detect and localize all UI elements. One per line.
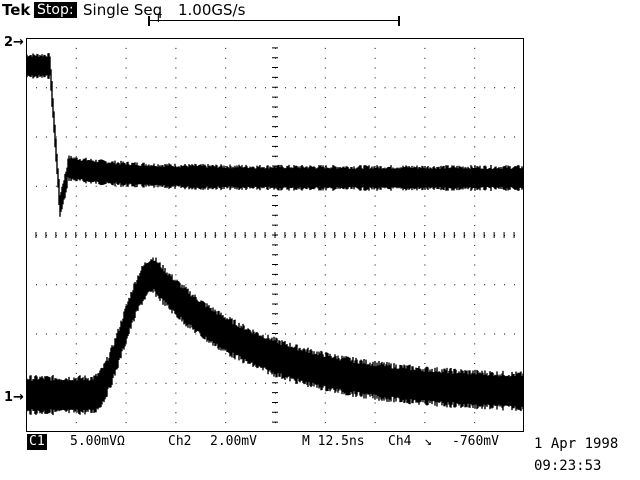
ch1-scale-badge: C1 — [27, 434, 47, 450]
trigger-slope-icon: ↘ — [424, 434, 432, 449]
ch2-waveform — [26, 53, 524, 217]
graticule — [26, 38, 524, 432]
capture-date: 1 Apr 1998 — [534, 436, 619, 452]
timebase-value: M 12.5ns — [302, 434, 365, 449]
capture-time: 09:23:53 — [534, 458, 602, 474]
acquisition-state-badge: Stop: — [34, 2, 77, 18]
trigger-level-value: -760mV — [452, 434, 499, 449]
ch1-scale-value: 5.00mVΩ — [70, 434, 125, 449]
ch1-waveform — [26, 257, 524, 415]
record-view-bar: T — [148, 12, 400, 26]
trigger-source: Ch4 — [388, 434, 412, 449]
ch2-scale-value: 2.00mV — [210, 434, 257, 449]
brand-label: Tek — [2, 1, 31, 19]
trigger-position-marker: T — [155, 12, 162, 25]
sample-rate-label: 1.00GS/s — [178, 1, 246, 19]
ch2-marker: 2→ — [4, 35, 24, 50]
acquisition-mode-label: Single Seq — [83, 1, 163, 19]
status-bar: Tek Stop: Single Seq 1.00GS/s — [0, 0, 640, 20]
scope-display — [26, 38, 524, 432]
graticule-center-ticks — [26, 38, 524, 423]
waveform-traces — [26, 53, 524, 415]
readout-bar: C1 5.00mVΩ Ch2 2.00mV M 12.5ns Ch4 ↘ -76… — [0, 432, 640, 480]
ch1-marker: 1→ — [4, 390, 24, 405]
ch2-label: Ch2 — [168, 434, 192, 449]
